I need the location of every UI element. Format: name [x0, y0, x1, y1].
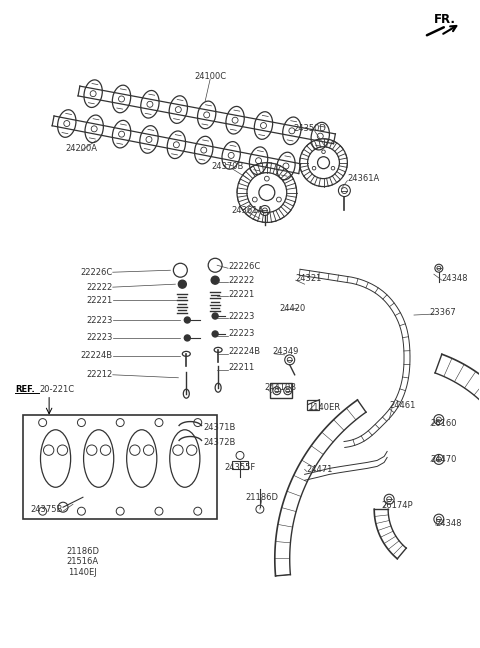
Text: 24371B: 24371B [203, 423, 236, 432]
Circle shape [184, 317, 190, 323]
Text: 1140EJ: 1140EJ [69, 568, 97, 577]
Text: 26174P: 26174P [381, 501, 413, 510]
Circle shape [212, 331, 218, 337]
Text: 24200A: 24200A [65, 145, 97, 154]
Text: 26160: 26160 [431, 419, 457, 428]
Text: 24100C: 24100C [194, 71, 226, 80]
Text: 22222: 22222 [86, 283, 113, 292]
Text: 22226C: 22226C [81, 268, 113, 277]
Text: 22221: 22221 [228, 290, 254, 299]
Circle shape [212, 313, 218, 319]
Text: FR.: FR. [434, 13, 456, 26]
Text: 21516A: 21516A [67, 557, 99, 566]
Text: 22223: 22223 [228, 329, 254, 338]
Text: 24361A: 24361A [348, 174, 380, 183]
Bar [270, 383, 292, 398]
Circle shape [184, 335, 190, 341]
Text: 24361A: 24361A [232, 206, 264, 215]
Text: 24348: 24348 [442, 273, 468, 283]
Text: 1140ER: 1140ER [308, 403, 340, 412]
Text: 24420: 24420 [280, 303, 306, 312]
Text: 24471: 24471 [307, 465, 333, 474]
Bar [23, 415, 217, 519]
Text: 24372B: 24372B [203, 438, 236, 447]
Text: 24375B: 24375B [31, 505, 63, 514]
Text: 24461: 24461 [389, 401, 416, 410]
Text: 21186D: 21186D [245, 492, 278, 502]
Text: 22223: 22223 [86, 316, 113, 325]
Text: 24350D: 24350D [293, 124, 326, 133]
Text: 22224B: 22224B [81, 351, 113, 360]
Text: 22212: 22212 [86, 370, 113, 379]
Text: 24321: 24321 [296, 273, 322, 283]
Text: 24410B: 24410B [265, 383, 297, 392]
Text: 22226C: 22226C [228, 262, 260, 271]
Text: 22223: 22223 [228, 312, 254, 321]
Text: 22211: 22211 [228, 364, 254, 373]
Bar [307, 400, 319, 410]
Text: REF.: REF. [15, 385, 35, 394]
Text: 24355F: 24355F [224, 463, 256, 472]
Bar [232, 461, 248, 469]
Text: 24349: 24349 [273, 347, 299, 356]
Text: 23367: 23367 [429, 308, 456, 317]
Circle shape [211, 276, 219, 284]
Text: 24470: 24470 [431, 455, 457, 464]
Text: 24370B: 24370B [212, 162, 244, 171]
Text: 22222: 22222 [228, 275, 254, 284]
Text: 24348: 24348 [436, 518, 462, 527]
Text: 22221: 22221 [86, 295, 113, 305]
Text: 22224B: 22224B [228, 347, 260, 356]
Text: 20-221C: 20-221C [39, 385, 74, 394]
Text: 21186D: 21186D [66, 546, 99, 555]
Circle shape [179, 280, 186, 288]
Text: 22223: 22223 [86, 334, 113, 342]
